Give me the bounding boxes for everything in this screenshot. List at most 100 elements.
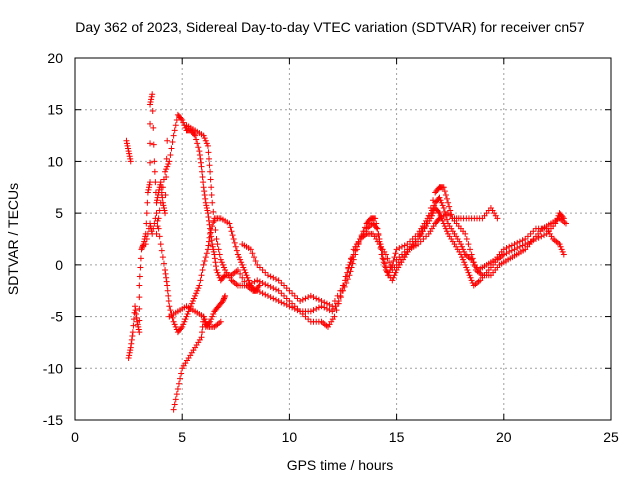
data-point <box>210 248 217 255</box>
data-point <box>511 246 518 253</box>
data-point <box>372 215 379 222</box>
data-point <box>200 261 207 268</box>
data-point <box>333 307 340 314</box>
data-point <box>321 304 328 311</box>
data-point <box>164 287 171 294</box>
data-point <box>219 298 226 305</box>
data-point <box>503 250 510 257</box>
data-point <box>441 188 448 195</box>
data-point <box>374 225 381 232</box>
data-point <box>204 142 211 149</box>
data-point <box>238 259 245 266</box>
data-point <box>417 238 424 245</box>
data-point <box>448 211 455 218</box>
data-point <box>289 290 296 297</box>
data-point <box>273 276 279 283</box>
data-point <box>135 323 142 330</box>
data-point <box>157 179 164 186</box>
data-point <box>386 259 393 266</box>
data-point <box>199 173 206 180</box>
data-point <box>207 176 214 183</box>
x-axis-label: GPS time / hours <box>287 457 394 473</box>
data-point <box>396 245 403 252</box>
data-point <box>152 179 159 186</box>
series-track-i <box>393 184 501 263</box>
data-point <box>156 207 163 214</box>
data-point <box>427 204 434 211</box>
data-point <box>435 208 442 215</box>
data-point <box>203 204 210 211</box>
data-point <box>305 294 312 301</box>
series-track-c <box>142 210 263 336</box>
data-point <box>194 287 201 294</box>
data-point <box>154 217 161 224</box>
data-point <box>335 300 342 307</box>
data-point <box>231 239 238 246</box>
data-point <box>556 241 563 248</box>
data-point <box>392 269 399 276</box>
data-point <box>210 310 217 317</box>
data-point <box>254 277 261 284</box>
data-point <box>208 192 215 199</box>
data-point <box>230 236 237 242</box>
data-point <box>214 269 221 276</box>
data-point <box>245 277 252 284</box>
data-point <box>200 313 207 320</box>
data-point <box>541 232 547 239</box>
data-point <box>130 316 137 323</box>
data-point <box>211 251 218 258</box>
data-point <box>212 226 219 233</box>
series-track-g <box>183 122 567 330</box>
data-point <box>294 305 301 312</box>
data-point <box>297 298 304 305</box>
data-point <box>175 380 182 387</box>
data-point <box>209 241 216 248</box>
data-point <box>315 296 322 303</box>
data-point <box>390 257 397 264</box>
data-point <box>398 243 405 250</box>
data-point <box>329 303 336 310</box>
data-point <box>196 151 203 158</box>
data-point <box>147 120 154 127</box>
data-point <box>125 148 132 155</box>
data-point <box>200 132 207 139</box>
data-point <box>465 269 472 276</box>
data-point <box>180 119 187 126</box>
data-point <box>218 259 225 266</box>
data-point <box>558 246 565 253</box>
data-point <box>375 232 382 239</box>
data-point <box>202 195 209 202</box>
data-point <box>206 162 213 169</box>
data-point <box>345 264 352 271</box>
data-point <box>562 220 569 227</box>
data-point <box>384 255 391 262</box>
data-point <box>127 347 134 354</box>
data-point <box>522 236 529 242</box>
data-point <box>441 208 448 215</box>
data-point <box>202 254 209 261</box>
data-point <box>437 197 444 204</box>
data-point <box>440 184 447 191</box>
x-tick-label: 0 <box>71 429 79 445</box>
data-point <box>205 242 212 249</box>
data-point <box>404 241 411 248</box>
data-point <box>178 370 185 377</box>
data-point <box>143 236 150 242</box>
y-tick-label: 15 <box>47 102 63 118</box>
data-point <box>404 246 411 253</box>
data-point <box>323 305 330 312</box>
data-point <box>234 267 241 274</box>
data-point <box>326 301 333 308</box>
data-point <box>144 199 151 206</box>
data-point <box>210 208 217 215</box>
data-point <box>201 316 208 323</box>
data-point <box>420 236 427 242</box>
data-point <box>262 281 269 288</box>
data-point <box>297 308 304 315</box>
data-point <box>127 344 134 351</box>
data-point <box>130 322 137 329</box>
data-point <box>229 232 236 239</box>
data-point <box>281 292 288 299</box>
data-point <box>192 292 199 299</box>
data-point <box>560 251 567 258</box>
